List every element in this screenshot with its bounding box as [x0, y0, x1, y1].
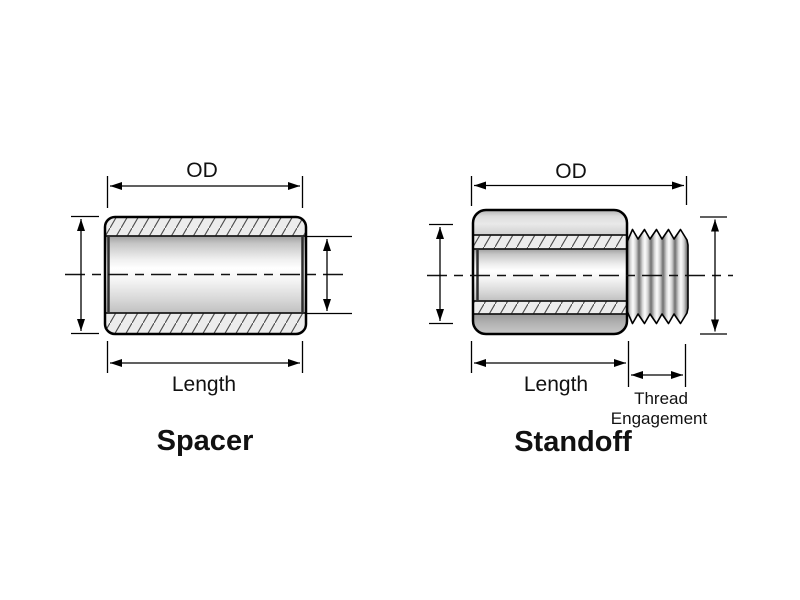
- standoff-length-dimension: Length: [470, 341, 630, 396]
- spacer-body-outline: [103, 215, 308, 336]
- standoff-height-dimension: [700, 216, 727, 335]
- thread-engagement-label-line2: Engagement: [611, 409, 708, 428]
- standoff-hex-flat-top: [473, 210, 627, 235]
- standoff-body-section: [473, 210, 627, 334]
- standoff-figure: OD Length Thread Engagement Sta: [427, 160, 733, 458]
- standoff-od-label: OD: [555, 160, 587, 183]
- spacer-od-label: OD: [186, 159, 218, 182]
- spacer-hatch-bottom: [105, 313, 306, 334]
- standoff-thread-stud: [626, 228, 689, 325]
- spacer-body-section: [105, 217, 306, 334]
- spacer-height-dimension: [71, 215, 99, 335]
- spacer-title: Spacer: [157, 425, 254, 457]
- spacer-length-label: Length: [172, 373, 236, 396]
- standoff-hex-flat-bottom: [473, 314, 627, 334]
- spacer-bore-dimension: [307, 235, 352, 315]
- standoff-hatch-top: [473, 235, 627, 249]
- standoff-title: Standoff: [514, 426, 632, 458]
- standoff-body-outline: [471, 208, 629, 336]
- spacer-figure: OD Length Spacer: [65, 159, 352, 457]
- standoff-length-label: Length: [524, 373, 588, 396]
- standoff-od-dimension: OD: [470, 160, 688, 206]
- spacer-hatch-top: [105, 217, 306, 236]
- spacer-od-dimension: OD: [106, 159, 304, 208]
- standoff-flats-dimension: [429, 223, 453, 325]
- thread-engagement-label-line1: Thread: [634, 389, 688, 408]
- spacer-length-dimension: Length: [106, 341, 304, 396]
- standoff-hatch-bottom: [473, 301, 627, 314]
- thread-engagement-dimension: Thread Engagement: [611, 344, 708, 428]
